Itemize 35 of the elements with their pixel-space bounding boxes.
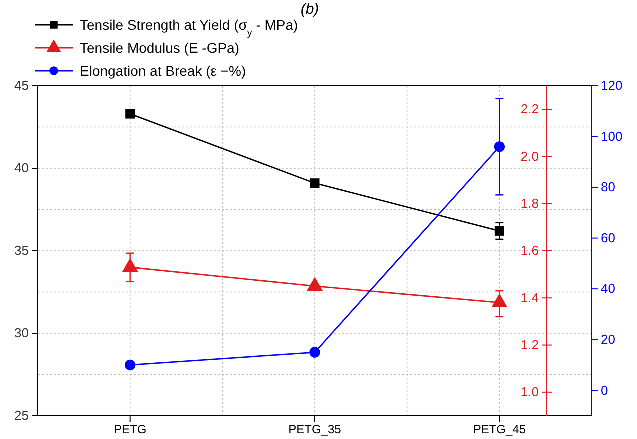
- y3-tick-label: 80: [601, 180, 616, 195]
- legend-label: Elongation at Break (ε −%): [80, 63, 246, 79]
- x-tick-label: PETG_45: [473, 422, 526, 437]
- y2-tick-label: 1.8: [520, 196, 539, 212]
- point: [307, 277, 323, 291]
- point: [310, 347, 320, 358]
- y3-tick-label: 40: [601, 281, 616, 296]
- y3-tick-label: 60: [601, 230, 616, 246]
- y3-tick-label: 120: [601, 78, 623, 94]
- point: [492, 294, 508, 308]
- y2-tick-label: 2.2: [520, 102, 539, 117]
- point: [122, 258, 138, 272]
- point: [124, 360, 136, 371]
- point: [494, 142, 506, 152]
- point: [494, 226, 504, 236]
- point: [126, 109, 136, 119]
- y2-tick-label: 2.0: [520, 148, 539, 164]
- y2-tick-label: 1.0: [520, 384, 539, 400]
- y2-tick-label: 1.2: [520, 337, 539, 352]
- y3-tick-label: 100: [601, 128, 623, 144]
- legend-label: Tensile Modulus (E -GPa): [80, 40, 240, 56]
- y-tick-label: 25: [14, 408, 29, 424]
- y-tick-label: 45: [14, 78, 29, 94]
- chart-title: (b): [300, 1, 320, 18]
- y-tick-label: 35: [14, 243, 29, 258]
- y2-tick-label: 1.6: [520, 243, 539, 258]
- x-tick-label: PETG_35: [288, 422, 342, 437]
- y3-tick-label: 20: [601, 332, 616, 348]
- y-tick-label: 40: [14, 160, 29, 176]
- point: [310, 178, 320, 188]
- x-tick-label: PETG: [114, 422, 147, 437]
- y3-tick-label: 0: [601, 382, 608, 398]
- legend-label: Tensile Strength at Yield (σ$_{y}$ - MPa): [80, 17, 298, 38]
- y-tick-label: 30: [14, 326, 29, 341]
- y2-tick-label: 1.4: [520, 290, 539, 306]
